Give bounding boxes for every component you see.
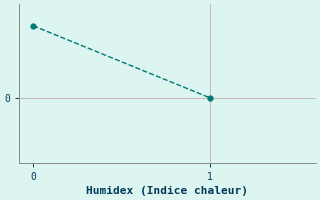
X-axis label: Humidex (Indice chaleur): Humidex (Indice chaleur) <box>86 186 248 196</box>
